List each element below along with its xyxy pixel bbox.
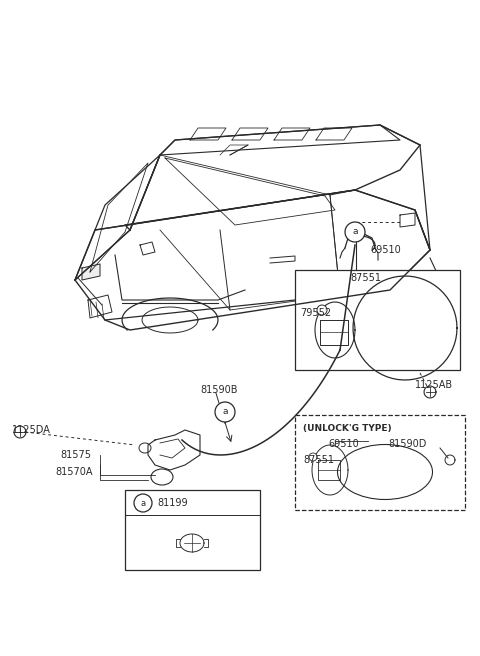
Text: 81590B: 81590B	[200, 385, 238, 395]
Text: 1125DA: 1125DA	[12, 425, 51, 435]
Text: a: a	[141, 499, 145, 508]
Text: (UNLOCK'G TYPE): (UNLOCK'G TYPE)	[303, 424, 392, 434]
Circle shape	[134, 494, 152, 512]
Text: 1125AB: 1125AB	[415, 380, 453, 390]
Bar	[125, 490, 260, 570]
Text: 69510: 69510	[328, 439, 359, 449]
Text: 81575: 81575	[60, 450, 91, 460]
Text: a: a	[352, 228, 358, 237]
Circle shape	[309, 453, 317, 461]
Circle shape	[345, 222, 365, 242]
Text: a: a	[222, 407, 228, 417]
Bar	[295, 270, 460, 370]
Text: 81570A: 81570A	[55, 467, 93, 477]
Circle shape	[215, 402, 235, 422]
Text: 79552: 79552	[300, 308, 331, 318]
Text: 87551: 87551	[303, 455, 334, 465]
Circle shape	[317, 305, 327, 315]
Bar	[295, 415, 465, 510]
Polygon shape	[82, 264, 100, 280]
Text: 81590D: 81590D	[388, 439, 426, 449]
Text: 69510: 69510	[370, 245, 401, 255]
Text: 81199: 81199	[157, 498, 188, 508]
Text: 87551: 87551	[350, 273, 381, 283]
